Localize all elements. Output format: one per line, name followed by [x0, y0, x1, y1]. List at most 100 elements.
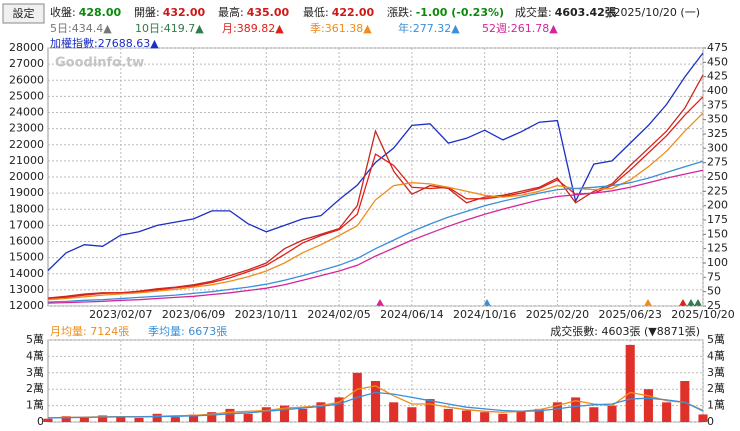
quote: 最低: 422.00 — [303, 6, 375, 19]
y-tick-label: 18000 — [9, 202, 44, 215]
quote: 開盤: 432.00 — [134, 6, 206, 19]
volume-bar — [698, 414, 708, 422]
button-box[interactable] — [2, 3, 45, 24]
volume-bar — [298, 408, 308, 422]
y-tick-label: 26000 — [9, 73, 44, 86]
volume-bar — [389, 402, 399, 422]
legend-entry: 季均量: 6673張 — [148, 325, 227, 338]
quote-label: 最低: — [303, 6, 329, 19]
y-tick-label: 28000 — [9, 41, 44, 54]
y2-tick-label: 275 — [707, 156, 728, 169]
volume-bar — [279, 405, 290, 422]
legend-entry: 月:389.82▲ — [222, 22, 284, 35]
y2-tick-label: 75 — [707, 270, 721, 283]
y2-tick-label: 100 — [707, 256, 728, 269]
series-line — [47, 74, 704, 299]
series-line — [47, 169, 704, 304]
y-tick-label: 23000 — [9, 122, 44, 135]
settings-button[interactable]: 設定 — [2, 3, 45, 24]
y-tick-label: 27000 — [9, 57, 44, 70]
volume-bar — [98, 415, 108, 422]
y2-tick-label: 200 — [707, 199, 728, 212]
volume-bar — [170, 417, 180, 422]
volume-bar — [152, 413, 162, 422]
volume-bar — [589, 407, 599, 422]
quote-value: 435.00 — [247, 6, 290, 19]
series-line — [47, 96, 704, 300]
y-tick-label: 0 — [37, 415, 44, 428]
y2-tick-label: 3萬 — [707, 366, 725, 379]
quote-label: 收盤: — [50, 5, 76, 19]
quote: 最高: 435.00 — [218, 5, 290, 19]
x-tick-label: 2023/02/07 — [89, 308, 152, 321]
y2-tick-label: 325 — [707, 127, 728, 140]
y2-tick-label: 300 — [707, 141, 728, 154]
quote-label: 漲跌: — [387, 5, 413, 19]
volume-bar — [443, 408, 453, 422]
y-tick-label: 14000 — [9, 267, 44, 280]
y2-tick-label: 475 — [707, 41, 728, 54]
y-tick-label: 16000 — [9, 235, 44, 248]
volume-bar — [571, 397, 581, 422]
quote-label: 開盤: — [134, 6, 160, 19]
quote: 收盤: 428.00 — [50, 5, 122, 19]
volume-bar — [316, 402, 326, 422]
y-tick-label: 20000 — [9, 170, 44, 183]
legend-entry: 季:361.38▲ — [310, 22, 372, 35]
legend-entry: 52週:261.78▲ — [482, 22, 558, 35]
y2-tick-label: 4萬 — [707, 349, 725, 362]
volume-bar — [225, 408, 235, 422]
y2-tick-label: 225 — [707, 184, 728, 197]
y2-tick-label: 50 — [707, 285, 721, 298]
volume-bar — [534, 408, 544, 422]
volume-bar — [425, 399, 435, 422]
x-tick-label: 2023/06/09 — [162, 308, 225, 321]
signal-marker — [644, 299, 652, 306]
y2-tick-label: 25 — [707, 299, 721, 312]
x-tick-label: 2024/02/05 — [307, 308, 370, 321]
y-tick-label: 2萬 — [26, 382, 44, 395]
legend-entry: 5日:434.4▲ — [50, 22, 112, 35]
signal-marker — [687, 299, 695, 306]
y-tick-label: 3萬 — [26, 366, 44, 379]
volume-bar — [43, 418, 53, 422]
y-tick-label: 5萬 — [26, 333, 44, 346]
y2-tick-label: 125 — [707, 242, 728, 255]
volume-bar — [480, 412, 490, 422]
quote-value: 432.00 — [163, 6, 206, 19]
y2-tick-label: 425 — [707, 70, 728, 83]
x-tick-label: 2024/06/14 — [380, 308, 443, 321]
volume-bar — [61, 416, 71, 422]
volume-bar — [498, 413, 508, 422]
y-tick-label: 15000 — [9, 251, 44, 264]
x-tick-label: 2024/10/16 — [453, 308, 516, 321]
signal-marker — [376, 299, 384, 306]
volume-bar — [461, 410, 472, 422]
volume-bar — [370, 381, 381, 422]
volume-bar — [680, 381, 690, 422]
y-tick-label: 17000 — [9, 218, 44, 231]
series-line — [47, 112, 704, 301]
signal-marker — [694, 299, 702, 306]
signal-marker — [679, 299, 687, 306]
y-tick-label: 21000 — [9, 154, 44, 167]
y-tick-label: 13000 — [9, 283, 44, 296]
volume-title: 成交張數: 4603張 (▼8871張) — [550, 324, 700, 338]
button-label[interactable]: 設定 — [13, 6, 35, 20]
volume-bar — [662, 402, 672, 422]
legend-entry: 加權指數:27688.63▲ — [50, 36, 159, 50]
y-tick-label: 4萬 — [26, 349, 44, 362]
volume-bar — [552, 402, 562, 422]
y2-tick-label: 400 — [707, 84, 728, 97]
x-tick-label: 2025/10/20 — [671, 308, 734, 321]
y2-tick-label: 1萬 — [707, 399, 725, 412]
quote-label: 最高: — [218, 5, 244, 19]
series-line — [47, 52, 704, 271]
legend-entry: 10日:419.7▲ — [135, 22, 204, 35]
legend-entry: 月均量: 7124張 — [50, 325, 129, 338]
volume-bar — [607, 405, 617, 422]
y2-tick-label: 5萬 — [707, 333, 725, 346]
y2-tick-label: 2萬 — [707, 382, 725, 395]
y2-tick-label: 375 — [707, 98, 728, 111]
volume-bar — [334, 397, 344, 422]
